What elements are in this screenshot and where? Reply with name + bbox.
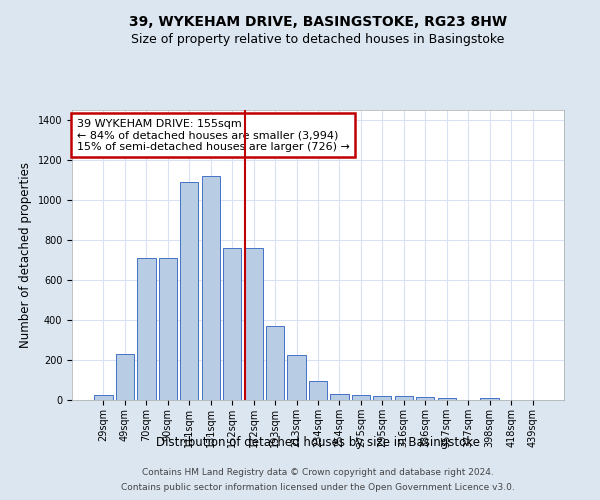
Bar	[180, 182, 199, 400]
Bar	[373, 396, 391, 400]
Bar	[223, 248, 241, 400]
Bar	[159, 258, 177, 400]
Bar	[352, 395, 370, 400]
Bar	[309, 381, 327, 400]
Bar	[137, 258, 155, 400]
Bar	[331, 394, 349, 400]
Y-axis label: Number of detached properties: Number of detached properties	[19, 162, 32, 348]
Bar	[416, 397, 434, 400]
Bar	[287, 355, 305, 400]
Bar	[116, 354, 134, 400]
Text: Contains public sector information licensed under the Open Government Licence v3: Contains public sector information licen…	[121, 483, 515, 492]
Bar	[481, 398, 499, 400]
Bar	[395, 396, 413, 400]
Text: Distribution of detached houses by size in Basingstoke: Distribution of detached houses by size …	[156, 436, 480, 449]
Bar	[266, 326, 284, 400]
Bar	[94, 395, 113, 400]
Text: Contains HM Land Registry data © Crown copyright and database right 2024.: Contains HM Land Registry data © Crown c…	[142, 468, 494, 477]
Text: 39 WYKEHAM DRIVE: 155sqm
← 84% of detached houses are smaller (3,994)
15% of sem: 39 WYKEHAM DRIVE: 155sqm ← 84% of detach…	[77, 118, 350, 152]
Text: Size of property relative to detached houses in Basingstoke: Size of property relative to detached ho…	[131, 32, 505, 46]
Bar	[202, 176, 220, 400]
Bar	[245, 248, 263, 400]
Text: 39, WYKEHAM DRIVE, BASINGSTOKE, RG23 8HW: 39, WYKEHAM DRIVE, BASINGSTOKE, RG23 8HW	[129, 15, 507, 29]
Bar	[437, 398, 456, 400]
